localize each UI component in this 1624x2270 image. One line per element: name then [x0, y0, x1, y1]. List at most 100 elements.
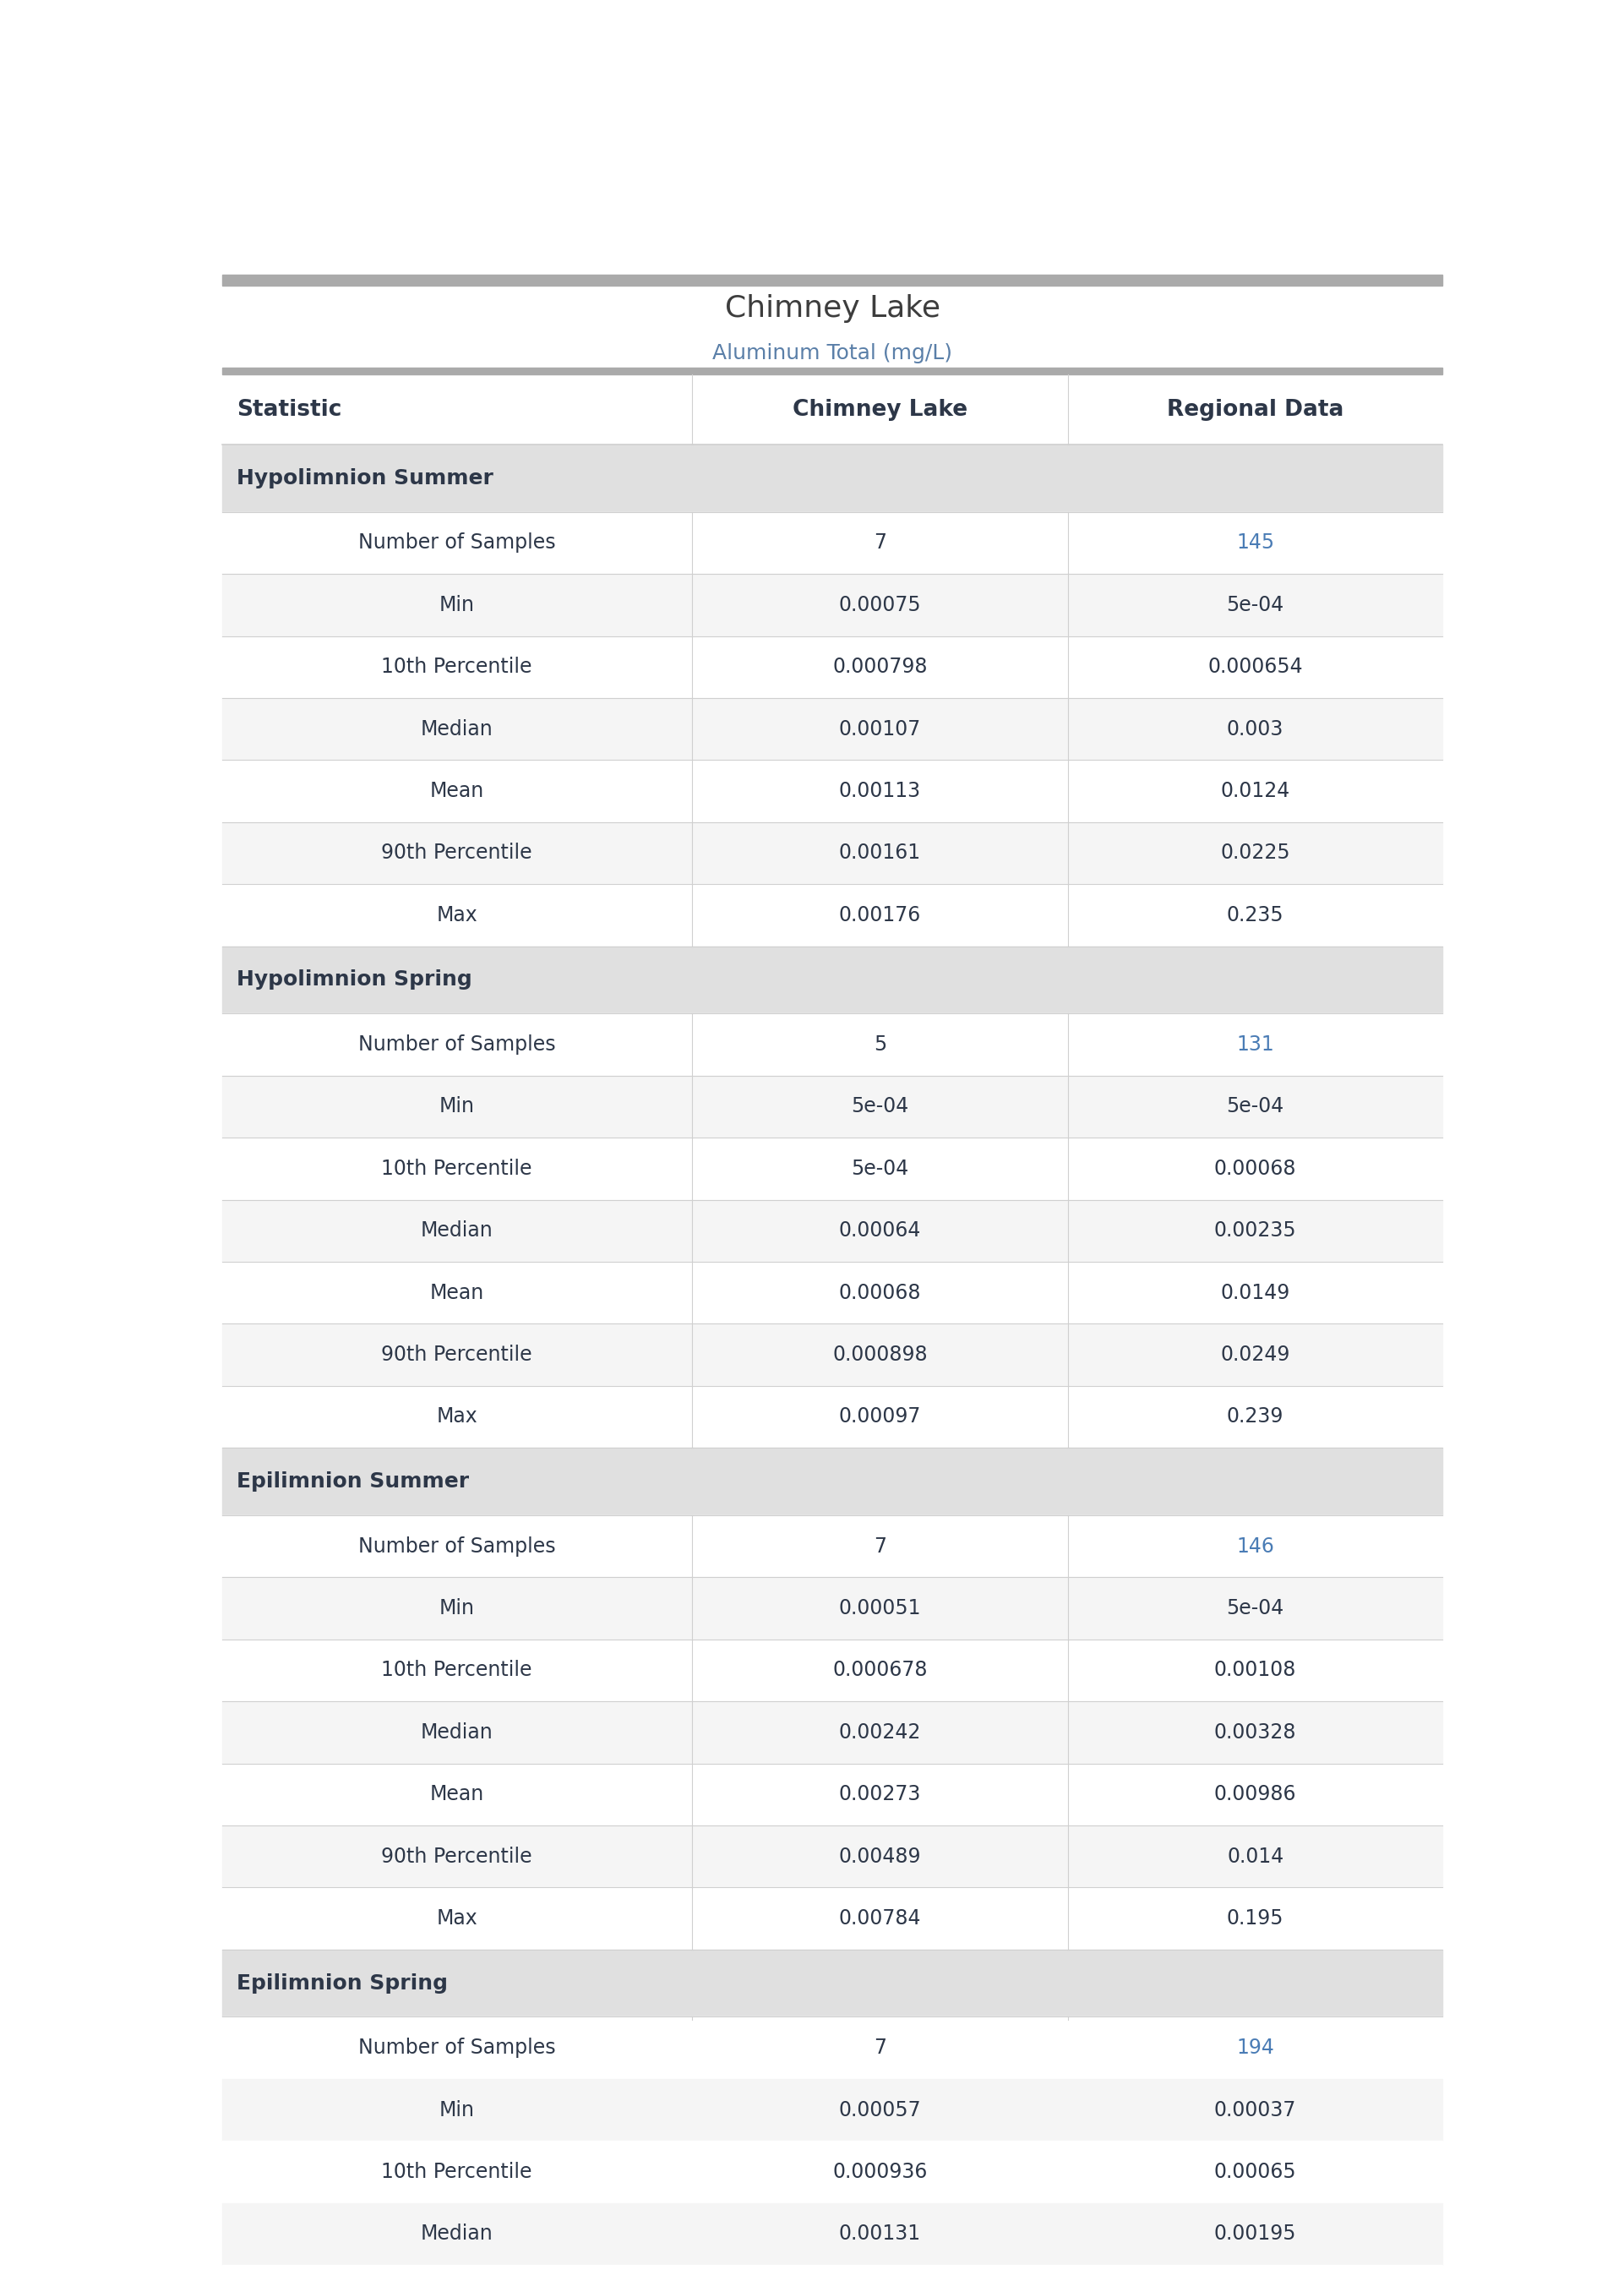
Bar — [222, 1012, 1442, 1076]
Text: Min: Min — [438, 2100, 474, 2120]
Text: 0.0249: 0.0249 — [1221, 1344, 1289, 1364]
Text: 0.000678: 0.000678 — [833, 1659, 927, 1680]
Bar — [222, 1764, 1442, 1825]
Text: 0.00176: 0.00176 — [840, 906, 921, 926]
Text: 0.00107: 0.00107 — [840, 720, 921, 740]
Text: 90th Percentile: 90th Percentile — [382, 1344, 533, 1364]
Text: 0.0225: 0.0225 — [1220, 842, 1289, 863]
Bar — [222, 1700, 1442, 1764]
Text: Mean: Mean — [430, 781, 484, 801]
Text: 0.00037: 0.00037 — [1215, 2100, 1296, 2120]
Text: 0.00489: 0.00489 — [838, 1846, 921, 1866]
Text: Mean: Mean — [430, 1784, 484, 1805]
Bar — [222, 1514, 1442, 1578]
Text: 0.00108: 0.00108 — [1215, 1659, 1296, 1680]
Text: Epilimnion Summer: Epilimnion Summer — [237, 1471, 469, 1491]
Text: 0.195: 0.195 — [1226, 1909, 1285, 1930]
Text: 7: 7 — [874, 2038, 887, 2059]
Text: 0.000798: 0.000798 — [833, 656, 927, 676]
Text: 0.00328: 0.00328 — [1215, 1723, 1296, 1743]
Text: Min: Min — [438, 1096, 474, 1117]
Text: 10th Percentile: 10th Percentile — [382, 1158, 533, 1178]
Text: 0.0124: 0.0124 — [1221, 781, 1289, 801]
Text: 0.00131: 0.00131 — [840, 2225, 921, 2245]
Bar — [222, 1448, 1442, 1514]
Text: Number of Samples: Number of Samples — [359, 1035, 555, 1056]
Text: 0.000654: 0.000654 — [1208, 656, 1302, 676]
Text: 0.00057: 0.00057 — [838, 2100, 921, 2120]
Bar — [222, 1578, 1442, 1639]
Text: Regional Data: Regional Data — [1168, 400, 1343, 420]
Text: Chimney Lake: Chimney Lake — [724, 295, 940, 322]
Text: 7: 7 — [874, 1537, 887, 1557]
Text: Statistic: Statistic — [237, 400, 343, 420]
Text: 145: 145 — [1236, 533, 1275, 554]
Text: Number of Samples: Number of Samples — [359, 1537, 555, 1557]
Text: 0.00113: 0.00113 — [840, 781, 921, 801]
Text: Chimney Lake: Chimney Lake — [793, 400, 968, 420]
Text: 194: 194 — [1236, 2038, 1275, 2059]
Bar — [222, 697, 1442, 760]
Text: 0.235: 0.235 — [1226, 906, 1285, 926]
Text: Epilimnion Spring: Epilimnion Spring — [237, 1973, 448, 1993]
Text: 0.00784: 0.00784 — [838, 1909, 921, 1930]
Text: Median: Median — [421, 720, 494, 740]
Bar — [222, 2016, 1442, 2079]
Text: Hypolimnion Summer: Hypolimnion Summer — [237, 468, 494, 488]
Text: Min: Min — [438, 595, 474, 615]
Bar — [222, 375, 1442, 445]
Text: 0.00068: 0.00068 — [838, 1283, 921, 1303]
Text: 10th Percentile: 10th Percentile — [382, 2161, 533, 2181]
Bar — [222, 883, 1442, 947]
Bar — [222, 1323, 1442, 1385]
Text: 10th Percentile: 10th Percentile — [382, 656, 533, 676]
Text: Number of Samples: Number of Samples — [359, 533, 555, 554]
Text: 0.00273: 0.00273 — [838, 1784, 921, 1805]
Text: Max: Max — [437, 1407, 477, 1428]
Bar — [222, 2141, 1442, 2202]
Text: Aluminum Total (mg/L): Aluminum Total (mg/L) — [713, 343, 952, 363]
Text: 0.00195: 0.00195 — [1215, 2225, 1296, 2245]
Text: 0.239: 0.239 — [1226, 1407, 1285, 1428]
Text: 5e-04: 5e-04 — [851, 1158, 909, 1178]
Text: 0.00075: 0.00075 — [838, 595, 921, 615]
Text: 0.000898: 0.000898 — [833, 1344, 927, 1364]
Bar — [222, 511, 1442, 574]
Bar — [222, 275, 1442, 286]
Text: 5e-04: 5e-04 — [851, 1096, 909, 1117]
Text: Median: Median — [421, 2225, 494, 2245]
Text: 0.003: 0.003 — [1226, 720, 1285, 740]
Text: 10th Percentile: 10th Percentile — [382, 1659, 533, 1680]
Text: Mean: Mean — [430, 1283, 484, 1303]
Text: 5e-04: 5e-04 — [1226, 1598, 1285, 1619]
Text: Hypolimnion Spring: Hypolimnion Spring — [237, 969, 473, 990]
Bar — [222, 1825, 1442, 1886]
Bar — [222, 1137, 1442, 1199]
Bar — [222, 2265, 1442, 2270]
Text: 0.00986: 0.00986 — [1215, 1784, 1296, 1805]
Text: 0.000936: 0.000936 — [833, 2161, 927, 2181]
Bar — [222, 947, 1442, 1012]
Text: 0.014: 0.014 — [1226, 1846, 1283, 1866]
Text: 0.00064: 0.00064 — [838, 1221, 921, 1242]
Text: 131: 131 — [1236, 1035, 1275, 1056]
Text: 90th Percentile: 90th Percentile — [382, 1846, 533, 1866]
Text: 0.00097: 0.00097 — [838, 1407, 921, 1428]
Bar — [222, 1262, 1442, 1323]
Text: 0.00065: 0.00065 — [1215, 2161, 1296, 2181]
Bar — [222, 1886, 1442, 1950]
Bar — [222, 760, 1442, 822]
Text: 0.00051: 0.00051 — [838, 1598, 921, 1619]
Text: 0.00242: 0.00242 — [838, 1723, 921, 1743]
Text: 90th Percentile: 90th Percentile — [382, 842, 533, 863]
Bar — [222, 2202, 1442, 2265]
Bar — [222, 1199, 1442, 1262]
Text: Median: Median — [421, 1723, 494, 1743]
Text: Number of Samples: Number of Samples — [359, 2038, 555, 2059]
Text: 0.00235: 0.00235 — [1215, 1221, 1296, 1242]
Text: 7: 7 — [874, 533, 887, 554]
Text: 5: 5 — [874, 1035, 887, 1056]
Bar — [222, 822, 1442, 883]
Text: Min: Min — [438, 1598, 474, 1619]
Text: Max: Max — [437, 1909, 477, 1930]
